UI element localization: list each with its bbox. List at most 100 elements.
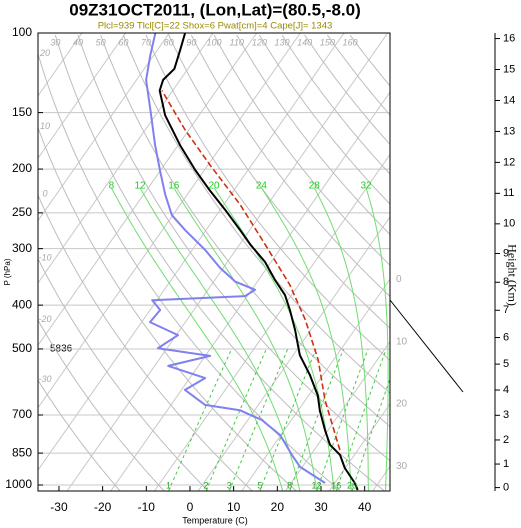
isotherm-label: 10 [396, 336, 408, 347]
dry-adiabat [38, 257, 209, 491]
x-tick-label: 0 [187, 500, 194, 514]
dry-adiabat [77, 34, 390, 462]
moist-adiabat-label: 8 [109, 180, 115, 191]
mixing-ratio-line [289, 349, 344, 491]
mixing-ratio-label: 20 [347, 480, 357, 490]
isotherm [241, 278, 390, 491]
chart-subtitle: Plcl=939 Tlcl[C]=22 Shox=6 Pwat[cm]=4 Ca… [98, 21, 333, 32]
isotherm [66, 33, 389, 491]
isotherm [154, 153, 390, 491]
dry-adiabat-label: -20 [38, 314, 51, 324]
y-tick-label: 100 [12, 25, 32, 39]
dry-adiabat-label: 160 [343, 37, 358, 47]
isotherm [38, 33, 214, 284]
moist-adiabat [110, 187, 284, 491]
y2-tick-label: 3 [503, 409, 509, 421]
dry-adiabat [122, 34, 390, 394]
y2-tick-label: 1 [503, 458, 509, 470]
dry-adiabat [38, 194, 253, 491]
dry-adiabat [100, 34, 390, 428]
y-tick-label: 700 [12, 407, 32, 421]
moist-adiabat [213, 187, 335, 491]
y2-tick-label: 15 [503, 63, 515, 75]
dry-adiabat-label: 110 [230, 37, 244, 47]
mixing-ratio-line [168, 349, 232, 491]
moist-adiabat-label: 16 [168, 180, 180, 191]
y2-tick-label: 2 [503, 434, 509, 446]
moist-adiabat-label: 32 [360, 180, 372, 191]
dry-adiabat-label: 50 [96, 37, 106, 47]
dry-adiabat-label: 30 [50, 37, 60, 47]
moist-adiabat [173, 187, 318, 491]
y-tick-label: 400 [12, 297, 32, 311]
y2-tick-label: 5 [503, 358, 509, 370]
mixing-ratio-label: 1 [166, 480, 171, 490]
y2-tick-label: 7 [503, 304, 509, 316]
y-axis-label: P (hPa) [3, 258, 12, 285]
y-tick-label: 1000 [5, 477, 32, 491]
dry-adiabat [190, 34, 390, 298]
isotherm [38, 33, 170, 222]
dry-adiabat-label: 40 [73, 37, 83, 47]
y2-tick-label: 12 [503, 156, 515, 168]
moist-adiabat-label: 12 [134, 180, 146, 191]
dry-adiabat [54, 34, 385, 491]
dry-adiabat [38, 126, 297, 491]
mixing-ratio-line [259, 349, 317, 491]
mixing-ratio-label: 12 [312, 480, 322, 490]
y2-tick-label: 4 [503, 384, 509, 396]
plot-area [38, 33, 390, 491]
x-tick-label: 20 [271, 500, 285, 514]
mixing-ratio-line [316, 349, 369, 491]
dry-adiabat-label: 70 [141, 37, 151, 47]
x-axis-label: Temperature (C) [182, 515, 248, 525]
dry-adiabat [168, 34, 390, 329]
plot-frame [37, 32, 391, 492]
isotherm [110, 91, 390, 491]
y-tick-label: 850 [12, 445, 32, 459]
moist-adiabat-label: 24 [256, 180, 268, 191]
dry-adiabat-label: 80 [164, 37, 174, 47]
dry-adiabat [213, 34, 390, 266]
dry-adiabat [145, 34, 390, 361]
mixing-ratio-label: 8 [287, 480, 292, 490]
dry-adiabat-label: 0 [42, 188, 47, 198]
dry-adiabat [281, 34, 390, 175]
dry-adiabat-label: 60 [118, 37, 128, 47]
y-tick-label: 300 [12, 241, 32, 255]
moist-adiabat [313, 187, 369, 491]
isotherm [372, 465, 390, 491]
dry-adiabat [38, 379, 121, 491]
y-tick-label: 250 [12, 205, 32, 219]
dry-adiabat-label: 150 [320, 37, 335, 47]
isotherm [197, 215, 390, 491]
moist-adiabat [261, 187, 352, 491]
isotherm-label: 0 [396, 274, 402, 285]
y2-tick-label: 9 [503, 247, 509, 259]
y2-tick-label: 11 [503, 187, 514, 199]
x-tick-label: -20 [94, 500, 112, 514]
dry-adiabat-label: 90 [186, 37, 196, 47]
mixing-ratio-label: 2 [204, 480, 209, 490]
y2-tick-label: 0 [503, 481, 509, 493]
dry-adiabat [38, 319, 165, 491]
mixing-ratio-line [351, 377, 390, 491]
isotherm [38, 33, 127, 160]
dry-adiabat-label: 140 [297, 37, 312, 47]
mixing-ratio-label: 3 [227, 480, 232, 490]
isotherm [38, 33, 345, 472]
dry-adiabat-label: -30 [38, 374, 51, 384]
dry-adiabat [38, 52, 341, 491]
x-tick-label: -10 [138, 500, 156, 514]
moist-adiabat [365, 187, 389, 491]
dry-adiabat-label: 10 [40, 121, 50, 131]
dry-adiabat [236, 34, 390, 236]
dry-adiabat-label: 120 [252, 37, 267, 47]
dry-adiabat-label: 20 [39, 48, 50, 58]
isotherm [328, 403, 390, 491]
y2-tick-label: 8 [503, 276, 509, 288]
x-tick-label: -30 [50, 500, 68, 514]
profile-line [145, 33, 326, 484]
profile-line [161, 90, 341, 451]
